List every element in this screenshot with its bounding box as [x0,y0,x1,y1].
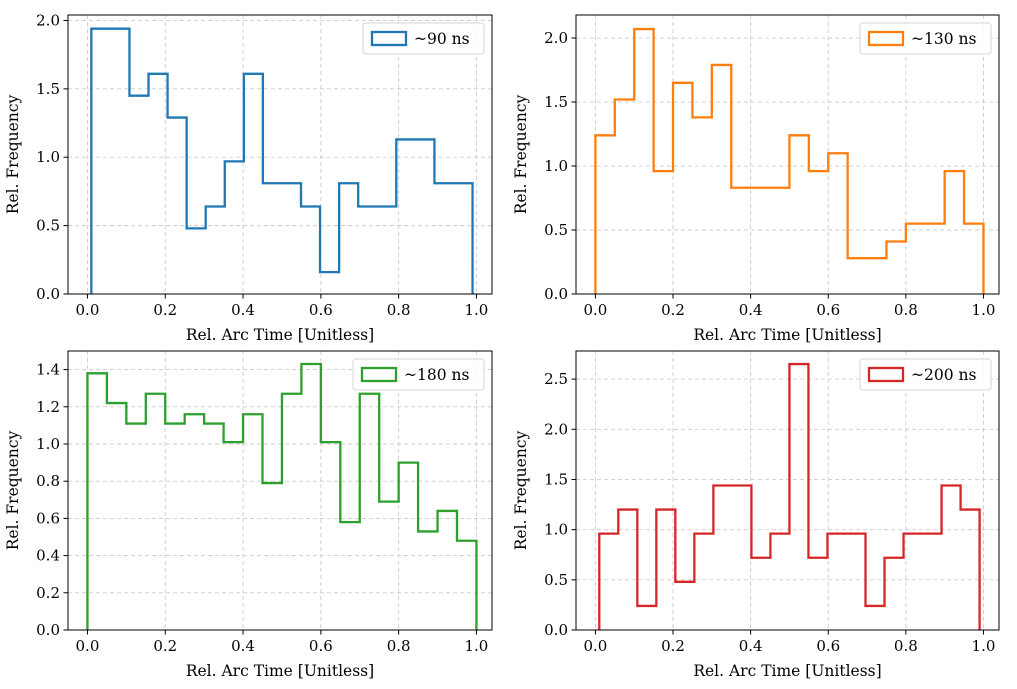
legend: ~130 ns [859,22,992,55]
y-tick-label: 0.5 [36,217,60,235]
histogram-series [90,27,474,294]
axes-frame [67,350,493,631]
x-axis-title: Rel. Arc Time [Unitless] [693,326,881,344]
y-tick-label: 2.0 [36,11,60,29]
y-tick-label: 1.0 [36,435,60,453]
y-tick-label: 0.5 [544,571,568,589]
x-axis-title: Rel. Arc Time [Unitless] [186,326,374,344]
y-tick-label: 2.0 [544,420,568,438]
x-tick-label: 0.8 [894,637,918,655]
x-tick-label: 0.2 [661,637,685,655]
x-tick-label: 0.4 [739,301,763,319]
legend-box [859,358,992,391]
y-tick-label: 0.8 [36,472,60,490]
y-tick-label: 1.0 [544,521,568,539]
x-tick-label: 0.0 [76,301,100,319]
y-tick-label: 0.0 [544,621,568,639]
x-tick-label: 0.2 [153,637,177,655]
legend-swatch [867,30,905,47]
chart-panel-4: 0.0 0.2 0.4 0.6 0.8 1.0 0.0 0.5 1.0 1.5 2.0 2.5 Rel.… [512,350,1000,680]
x-axis-title: Rel. Arc Time [Unitless] [186,662,374,680]
x-tick-label: 0.6 [816,301,840,319]
y-tick-label: 0.0 [544,285,568,303]
legend-label: ~180 ns [404,366,469,384]
legend: ~200 ns [859,358,992,391]
x-tick-label: 0.6 [309,301,333,319]
chart-panel-2: 0.0 0.2 0.4 0.6 0.8 1.0 0.0 0.5 1.0 1.5 2.0 Rel. Ar… [512,14,1000,344]
legend-label: ~130 ns [911,30,976,48]
y-axis-title: Rel. Frequency [512,431,530,551]
y-tick-label: 0.2 [36,584,60,602]
x-tick-label: 0.6 [816,637,840,655]
legend-label: ~200 ns [911,366,976,384]
x-tick-label: 0.0 [76,637,100,655]
x-tick-label: 0.0 [583,301,607,319]
y-axis-title: Rel. Frequency [512,95,530,215]
legend-swatch [370,30,408,47]
x-tick-label: 0.4 [231,301,255,319]
x-tick-label: 0.8 [894,301,918,319]
legend-box [352,358,485,391]
y-tick-label: 0.0 [36,285,60,303]
legend-swatch [867,366,905,383]
x-tick-label: 1.0 [465,301,489,319]
x-tick-label: 0.8 [387,301,411,319]
y-tick-label: 1.5 [544,93,568,111]
y-tick-label: 1.5 [36,80,60,98]
y-axis-title: Rel. Frequency [4,431,22,551]
axes-frame [67,14,493,295]
x-tick-label: 0.4 [231,637,255,655]
x-tick-label: 0.2 [661,301,685,319]
x-tick-label: 0.6 [309,637,333,655]
y-tick-label: 1.2 [36,398,60,416]
y-tick-label: 2.0 [544,29,568,47]
x-tick-label: 1.0 [972,637,996,655]
x-tick-label: 0.8 [387,637,411,655]
histogram-series [594,27,985,294]
y-tick-label: 1.0 [36,148,60,166]
legend: ~90 ns [362,22,485,55]
histogram-series [598,362,981,630]
x-tick-label: 0.4 [739,637,763,655]
x-axis-title: Rel. Arc Time [Unitless] [693,662,881,680]
histogram-series [86,362,478,630]
x-tick-label: 1.0 [465,637,489,655]
y-tick-label: 1.5 [544,470,568,488]
chart-panel-3: 0.0 0.2 0.4 0.6 0.8 1.0 0.0 0.2 0.4 0.6 0.8 1.0 1.2 1… [4,350,493,680]
y-tick-label: 1.4 [36,361,60,379]
y-tick-label: 1.0 [544,157,568,175]
axes-frame [575,350,1000,631]
y-tick-label: 0.0 [36,621,60,639]
x-tick-label: 0.2 [153,301,177,319]
y-tick-label: 0.4 [36,547,60,565]
legend: ~180 ns [352,358,485,391]
legend-swatch [360,366,398,383]
legend-box [362,22,485,55]
x-tick-label: 0.0 [583,637,607,655]
x-tick-label: 1.0 [972,301,996,319]
y-axis-title: Rel. Frequency [4,95,22,215]
y-tick-label: 0.5 [544,221,568,239]
legend-label: ~90 ns [414,30,470,48]
chart-panel-1: 0.0 0.2 0.4 0.6 0.8 1.0 0.0 0.5 1.0 1.5 2.0 Rel. Ar… [4,11,493,344]
y-tick-label: 2.5 [544,370,568,388]
legend-box [859,22,992,55]
y-tick-label: 0.6 [36,509,60,527]
axes-frame [575,14,1000,295]
